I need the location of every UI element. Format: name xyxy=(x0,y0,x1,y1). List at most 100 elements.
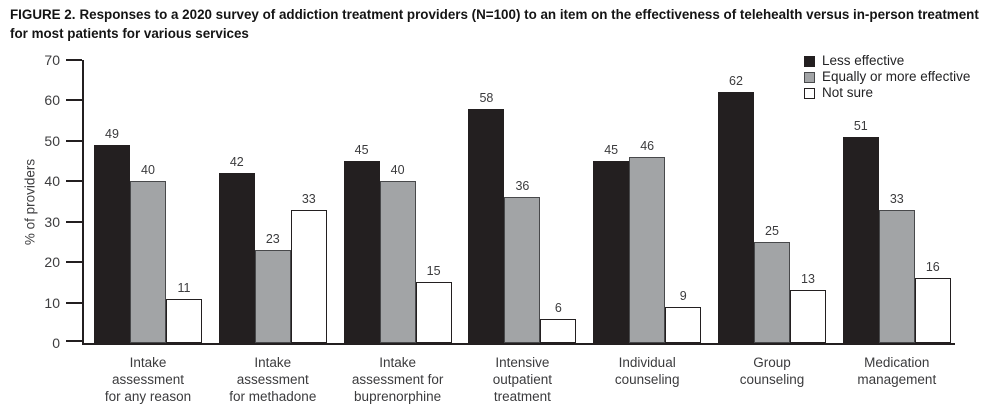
bar-equally-or-more-effective xyxy=(629,157,666,343)
category-label-line: management xyxy=(857,372,937,387)
bar-value-label: 23 xyxy=(265,232,280,247)
legend-item-not-sure: Not sure xyxy=(804,85,970,101)
bar-value-label: 45 xyxy=(604,143,619,158)
bar-value-label: 46 xyxy=(640,139,655,154)
y-tick-label: 30 xyxy=(44,213,60,230)
bar-not-sure xyxy=(790,290,826,343)
category-label-line: Intake xyxy=(379,355,416,370)
y-tick-label: 70 xyxy=(44,52,60,68)
bar-value-label: 33 xyxy=(301,191,316,206)
bar-not-sure xyxy=(166,298,202,343)
y-tick-label: 20 xyxy=(44,254,60,271)
bar-equally-or-more-effective xyxy=(254,250,291,343)
figure-title: FIGURE 2. Responses to a 2020 survey of a… xyxy=(10,5,982,43)
category-label: Medication management xyxy=(819,354,975,388)
y-axis-tick xyxy=(66,340,82,342)
bar-value-label: 15 xyxy=(426,264,441,279)
bar-value-label: 9 xyxy=(679,288,687,303)
bar-not-sure xyxy=(290,209,327,343)
y-axis-tick xyxy=(66,261,82,264)
category-label-line: Intensive xyxy=(495,355,550,370)
legend-swatch-equally-or-more-effective xyxy=(804,71,815,83)
legend: Less effective Equally or more effective N… xyxy=(804,53,970,101)
y-axis-tick xyxy=(66,180,82,183)
bar-value-label: 62 xyxy=(729,74,743,89)
bar-group-medication-management: 51 33 16 Medication management xyxy=(842,60,951,387)
bar-value-label: 16 xyxy=(925,260,940,275)
bar-not-sure xyxy=(415,282,452,343)
bar-value-label: 58 xyxy=(479,90,494,105)
category-label-line: counseling xyxy=(614,372,680,387)
bar-value-label: 11 xyxy=(177,280,191,295)
category-label-line: assessment for xyxy=(351,372,444,387)
category-label: Group counseling xyxy=(694,354,850,388)
bar-less-effective xyxy=(842,136,879,343)
bar-value-label: 40 xyxy=(390,163,405,178)
bar-group-intensive-outpatient-treatment: 58 36 6 Intensive outpatient treatment xyxy=(468,60,577,404)
bar-value-label: 49 xyxy=(105,126,119,141)
figure-title-text: Responses to a 2020 survey of addiction … xyxy=(10,7,979,41)
category-label-line: Group xyxy=(753,355,791,370)
legend-swatch-less-effective xyxy=(804,55,815,67)
category-label-line: counseling xyxy=(739,372,805,387)
y-tick-label: 10 xyxy=(44,294,60,311)
bar-value-label: 42 xyxy=(229,155,244,170)
category-label-line: outpatient xyxy=(492,372,553,387)
y-axis-tick xyxy=(66,139,82,142)
bar-value-label: 51 xyxy=(853,118,868,133)
bar-equally-or-more-effective xyxy=(130,181,166,343)
bar-group-intake-assessment-for-methadone: 42 23 33 Intake assessment for methadone xyxy=(218,60,327,404)
bar-equally-or-more-effective xyxy=(504,197,541,343)
bar-value-label: 33 xyxy=(889,191,904,206)
y-axis-tick xyxy=(66,220,82,223)
bar-less-effective xyxy=(218,173,255,343)
bar-group-group-counseling: 62 25 13 Group counseling xyxy=(718,60,826,387)
bar-equally-or-more-effective xyxy=(379,181,416,343)
plot-area: 0 10 20 30 40 50 60 70 49 40 11 Intake assessment for… xyxy=(44,52,955,404)
category-label-line: Intake xyxy=(254,355,292,370)
bar-group-intake-assessment-for-any-reason: 49 40 11 Intake assessment for any reason xyxy=(94,60,202,404)
category-label: Individual counseling xyxy=(569,354,725,388)
y-tick-label: 60 xyxy=(44,92,60,109)
category-label: Intensive outpatient treatment xyxy=(444,354,600,405)
bar-less-effective xyxy=(468,108,505,343)
bar-equally-or-more-effective xyxy=(754,241,790,343)
legend-label: Equally or more effective xyxy=(822,69,971,84)
y-axis-tick xyxy=(66,99,82,102)
category-label-line: buprenorphine xyxy=(354,389,442,404)
bar-value-label: 6 xyxy=(554,300,562,315)
category-label-line: for any reason xyxy=(104,389,192,404)
category-label-line: Medication xyxy=(864,355,930,370)
bar-less-effective xyxy=(718,92,754,343)
bar-value-label: 13 xyxy=(801,272,815,287)
category-label: Intake assessment for buprenorphine xyxy=(320,354,476,405)
bar-group-individual-counseling: 45 46 9 Individual counseling xyxy=(593,60,702,387)
bar-value-label: 36 xyxy=(515,179,530,194)
bar-value-label: 40 xyxy=(141,163,155,178)
category-label-line: assessment xyxy=(111,372,185,387)
bar-less-effective xyxy=(94,144,130,343)
category-label-line: Individual xyxy=(618,355,676,370)
legend-item-less-effective: Less effective xyxy=(804,53,970,69)
category-label-line: for methadone xyxy=(229,389,317,404)
y-axis-tick xyxy=(66,59,82,61)
category-label: Intake assessment for any reason xyxy=(70,354,226,405)
y-axis-tick xyxy=(66,301,82,304)
category-label-line: assessment xyxy=(236,372,309,387)
bar-less-effective xyxy=(343,161,380,343)
figure-number: FIGURE 2. xyxy=(10,7,76,22)
y-tick-label: 0 xyxy=(52,335,60,351)
legend-swatch-not-sure xyxy=(804,87,815,99)
legend-item-equally-or-more-effective: Equally or more effective xyxy=(804,69,970,85)
bar-group-intake-assessment-for-buprenorphine: 45 40 15 Intake assessment for buprenorphine xyxy=(343,60,452,404)
bar-not-sure xyxy=(540,318,577,343)
legend-label: Not sure xyxy=(822,85,874,100)
legend-label: Less effective xyxy=(822,53,905,68)
bar-not-sure xyxy=(914,278,951,343)
category-label-line: Intake xyxy=(129,355,167,370)
category-label-line: treatment xyxy=(493,389,551,404)
y-tick-label: 40 xyxy=(44,173,60,190)
bar-value-label: 25 xyxy=(765,223,779,238)
bar-less-effective xyxy=(593,161,630,343)
